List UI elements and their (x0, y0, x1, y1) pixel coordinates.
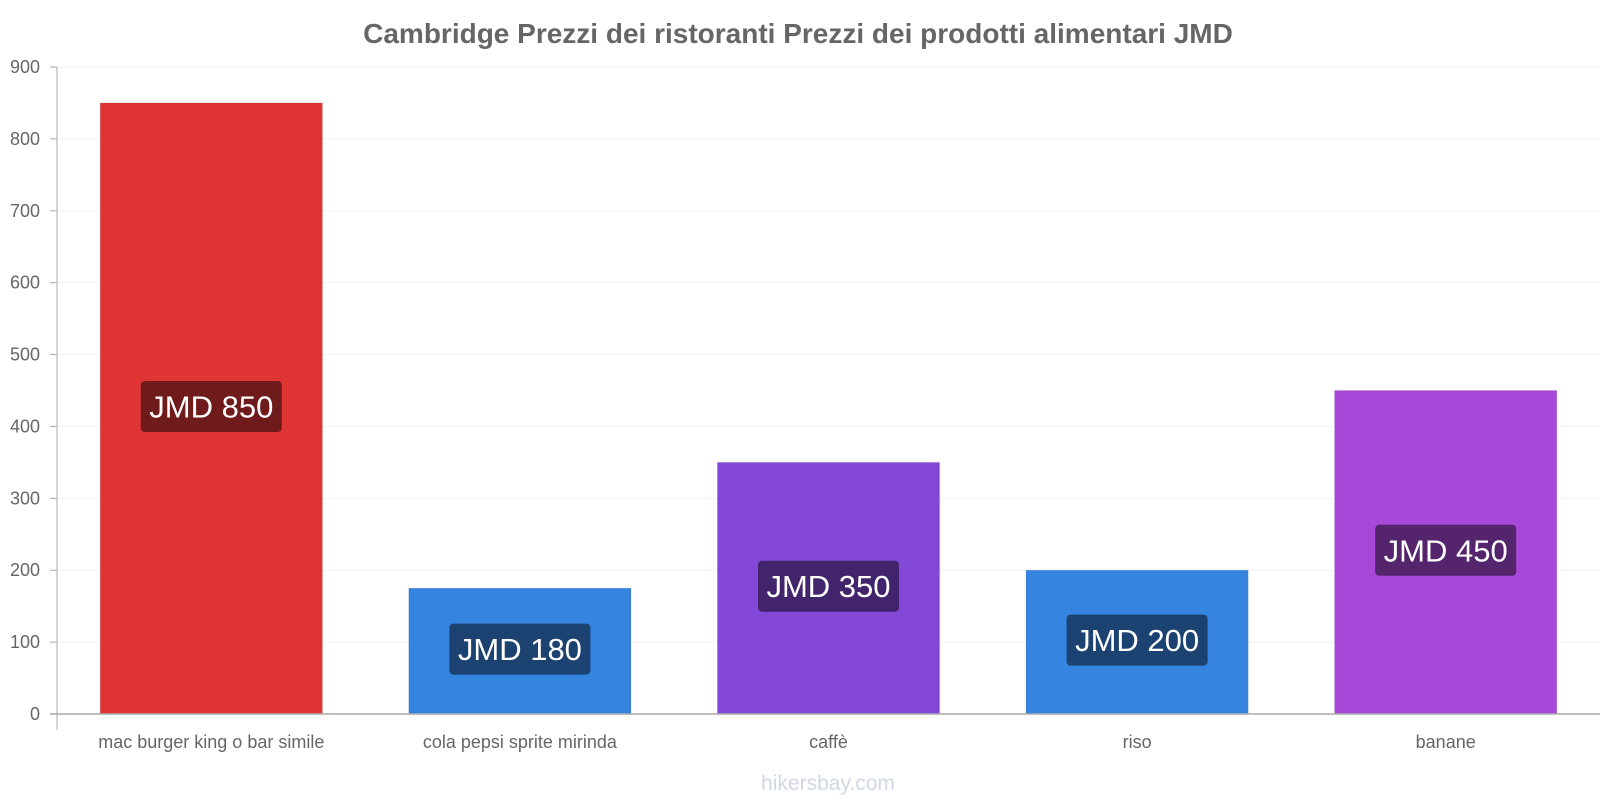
y-axis: 0 100 200 300 400 500 600 700 800 900 (10, 57, 58, 730)
data-label-box (449, 623, 591, 675)
y-tick-label: 800 (10, 129, 40, 149)
x-tick-label: riso (1123, 732, 1152, 752)
x-tick-label: mac burger king o bar simile (98, 732, 324, 752)
chart-title: Cambridge Prezzi dei ristoranti Prezzi d… (363, 18, 1233, 49)
x-tick-label: banane (1416, 732, 1476, 752)
y-tick-label: 500 (10, 345, 40, 365)
y-tick-label: 200 (10, 560, 40, 580)
y-tick-label: 100 (10, 632, 40, 652)
y-tick-label: 400 (10, 416, 40, 436)
y-tick-label: 900 (10, 57, 40, 77)
bars: JMD 850 JMD 180 JMD 350 JMD 200 JMD 450 (99, 102, 1558, 715)
data-label: JMD 200 (1075, 623, 1199, 658)
y-tick-label: 600 (10, 273, 40, 293)
data-label-box (140, 380, 282, 432)
data-label: JMD 450 (1384, 533, 1508, 568)
data-label-box (758, 560, 899, 612)
x-tick-label: cola pepsi sprite mirinda (423, 732, 618, 752)
x-tick-label: caffè (809, 732, 848, 752)
data-label: JMD 350 (766, 569, 890, 604)
watermark: hikersbay.com (761, 772, 895, 795)
data-label-box (1066, 614, 1208, 666)
x-axis: mac burger king o bar simile cola pepsi s… (50, 713, 1600, 752)
y-tick-label: 700 (10, 201, 40, 221)
data-label: JMD 850 (149, 389, 273, 424)
data-label-box (1375, 524, 1517, 576)
y-tick-label: 300 (10, 488, 40, 508)
data-label: JMD 180 (458, 632, 582, 667)
y-tick-label: 0 (30, 704, 40, 724)
